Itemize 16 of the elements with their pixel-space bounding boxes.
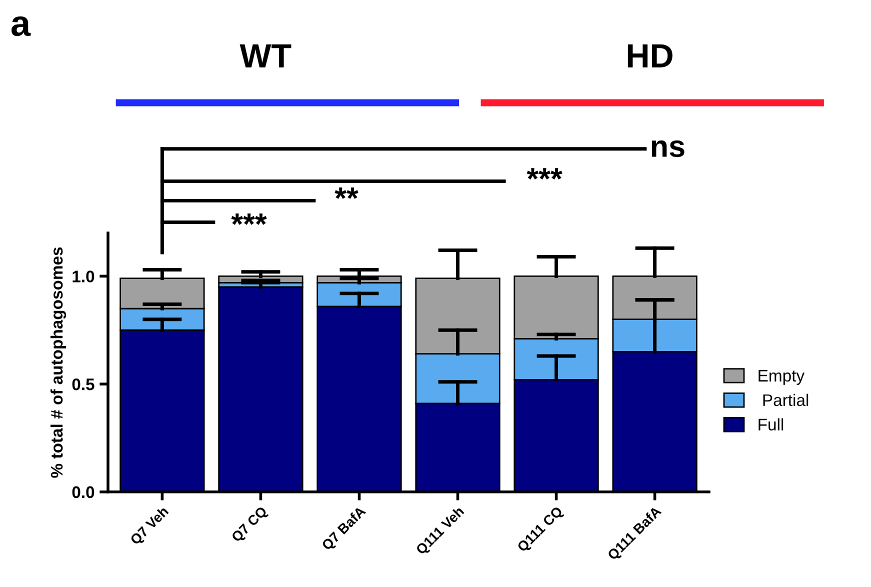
text: *** [526,168,562,180]
text: ** [334,188,358,199]
legend-label: Empty [758,370,805,385]
y-axis-title: % total # of autophagosomes [50,247,66,478]
text: a [12,16,31,36]
y-tick-label: 1.0 [72,270,94,282]
y-tick-label: 0.5 [72,378,94,390]
legend-label: Partial [763,394,808,406]
text: *** [231,213,267,225]
text: WT [240,44,292,68]
legend-label: Full [758,418,784,431]
text: HD [628,44,672,68]
x-tick-label: Q7 Veh [129,506,171,548]
text: ns [652,140,684,158]
x-tick-label: Q7 CQ [230,506,270,544]
y-tick-label: 0.0 [72,486,94,498]
